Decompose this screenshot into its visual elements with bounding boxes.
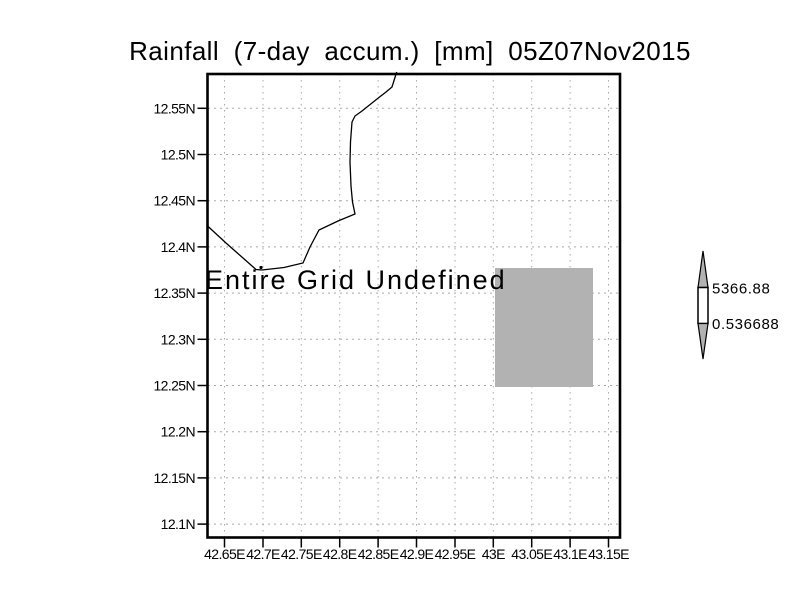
lon-label: 43.1E (553, 546, 587, 562)
colorbar-max-label: 5366.88 (712, 281, 770, 298)
lat-axis-labels: 12.55N 12.5N 12.45N 12.4N 12.35N 12.3N 1… (153, 100, 195, 532)
lon-label: 43.05E (511, 546, 552, 562)
lon-label: 42.85E (358, 546, 399, 562)
lon-label: 42.7E (246, 546, 280, 562)
lon-label: 42.95E (435, 546, 476, 562)
lat-label: 12.2N (161, 424, 195, 440)
lat-label: 12.15N (153, 470, 195, 486)
undefined-status-text: Entire Grid Undefined (205, 265, 507, 295)
colorbar-min-label: 0.536688 (712, 316, 779, 333)
plot-frame (206, 72, 622, 539)
lat-label: 12.5N (161, 147, 195, 163)
figure-title: Rainfall (7-day accum.) [mm] 05Z07Nov201… (129, 36, 691, 66)
lat-label: 12.3N (161, 331, 195, 347)
lat-label: 12.1N (161, 516, 195, 532)
lat-label: 12.35N (153, 285, 195, 301)
colorbar: 5366.88 0.536688 (697, 250, 779, 360)
shaded-region (495, 268, 593, 387)
colorbar-mid-cell (697, 286, 709, 325)
lon-label: 42.9E (400, 546, 434, 562)
colorbar-upper-arrow (697, 250, 709, 289)
lon-label: 43E (482, 546, 505, 562)
lon-label: 42.65E (204, 546, 245, 562)
coastline (206, 71, 398, 271)
lat-label: 12.45N (153, 193, 195, 209)
colorbar-lower-arrow (697, 322, 709, 360)
lat-label: 12.55N (153, 100, 195, 116)
lat-label: 12.4N (161, 239, 195, 255)
lon-label: 42.8E (323, 546, 357, 562)
lon-label: 43.15E (588, 546, 629, 562)
coastline-point-marker (259, 265, 263, 270)
lat-ticks (197, 107, 207, 525)
lon-label: 42.75E (281, 546, 322, 562)
lat-label: 12.25N (153, 378, 195, 394)
lon-axis-labels: 42.65E 42.7E 42.75E 42.8E 42.85E 42.9E 4… (204, 546, 630, 562)
lon-ticks (223, 538, 610, 548)
